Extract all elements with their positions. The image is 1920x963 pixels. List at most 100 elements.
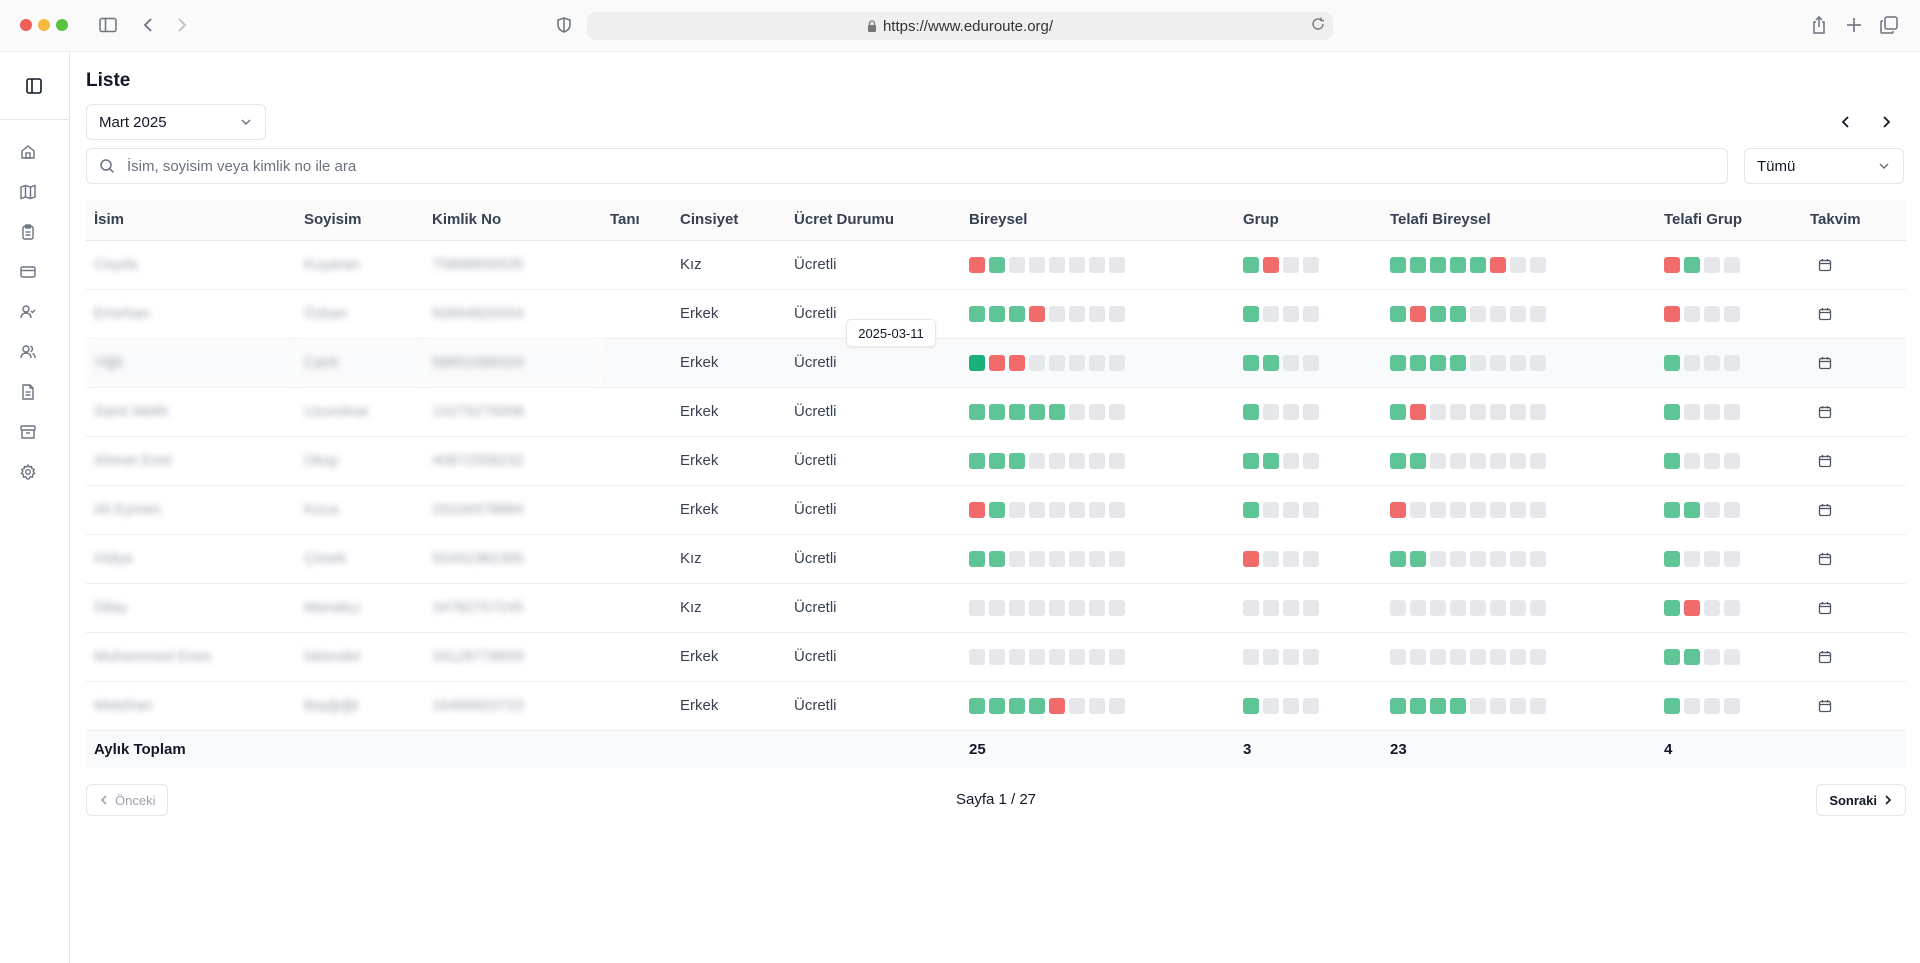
- session-empty[interactable]: [1109, 550, 1125, 567]
- next-month-icon[interactable]: [1876, 112, 1896, 132]
- session-attended[interactable]: [1263, 452, 1279, 469]
- session-empty[interactable]: [1510, 403, 1526, 420]
- session-empty[interactable]: [1029, 501, 1045, 518]
- session-attended[interactable]: [1664, 354, 1680, 371]
- session-absent[interactable]: [1243, 550, 1259, 567]
- session-empty[interactable]: [1109, 256, 1125, 273]
- col-id[interactable]: Kimlik No: [424, 200, 602, 241]
- session-attended[interactable]: [1243, 354, 1259, 371]
- session-empty[interactable]: [1490, 501, 1506, 518]
- session-absent[interactable]: [1390, 501, 1406, 518]
- calendar-icon[interactable]: [1810, 699, 1906, 713]
- session-empty[interactable]: [1263, 648, 1279, 665]
- session-empty[interactable]: [1470, 599, 1486, 616]
- session-empty[interactable]: [989, 648, 1005, 665]
- table-row[interactable]: Metehan Bayğığit 16466653723 Erkek Ücretli: [86, 681, 1906, 731]
- session-empty[interactable]: [1724, 599, 1740, 616]
- col-fee[interactable]: Ücret Durumu: [786, 200, 961, 241]
- session-attended[interactable]: [1430, 256, 1446, 273]
- table-row[interactable]: Ceyda Kuşaran 75868659535 Kız Ücretli: [86, 240, 1906, 290]
- session-empty[interactable]: [1684, 697, 1700, 714]
- session-empty[interactable]: [1303, 354, 1319, 371]
- session-attended[interactable]: [1664, 550, 1680, 567]
- session-attended[interactable]: [1410, 256, 1426, 273]
- session-empty[interactable]: [1704, 550, 1720, 567]
- session-empty[interactable]: [1510, 501, 1526, 518]
- session-empty[interactable]: [1510, 648, 1526, 665]
- session-empty[interactable]: [1490, 550, 1506, 567]
- session-attended[interactable]: [1450, 354, 1466, 371]
- session-attended[interactable]: [1410, 354, 1426, 371]
- session-empty[interactable]: [1684, 305, 1700, 322]
- session-empty[interactable]: [1410, 501, 1426, 518]
- address-bar[interactable]: https://www.eduroute.org/: [587, 12, 1333, 40]
- session-attended[interactable]: [969, 697, 985, 714]
- session-absent[interactable]: [1410, 305, 1426, 322]
- calendar-icon[interactable]: [1810, 454, 1906, 468]
- session-empty[interactable]: [1490, 354, 1506, 371]
- session-attended[interactable]: [1410, 550, 1426, 567]
- table-row[interactable]: Dilay Manakçı 34782757245 Kız Ücretli: [86, 583, 1906, 633]
- session-attended[interactable]: [1243, 501, 1259, 518]
- session-absent[interactable]: [1029, 305, 1045, 322]
- session-attended[interactable]: [1470, 256, 1486, 273]
- session-attended[interactable]: [989, 305, 1005, 322]
- session-empty[interactable]: [1009, 648, 1025, 665]
- session-attended[interactable]: [1684, 648, 1700, 665]
- session-empty[interactable]: [1450, 403, 1466, 420]
- session-empty[interactable]: [1724, 452, 1740, 469]
- session-empty[interactable]: [1450, 501, 1466, 518]
- session-empty[interactable]: [1724, 256, 1740, 273]
- session-empty[interactable]: [1430, 599, 1446, 616]
- session-empty[interactable]: [1069, 403, 1085, 420]
- session-empty[interactable]: [1724, 550, 1740, 567]
- session-empty[interactable]: [1283, 501, 1299, 518]
- session-attended[interactable]: [1029, 697, 1045, 714]
- close-window-button[interactable]: [20, 19, 32, 31]
- session-empty[interactable]: [1049, 550, 1065, 567]
- session-empty[interactable]: [1109, 354, 1125, 371]
- session-attended[interactable]: [1450, 256, 1466, 273]
- reload-icon[interactable]: [1311, 17, 1325, 31]
- session-absent[interactable]: [1664, 305, 1680, 322]
- session-attended[interactable]: [1450, 305, 1466, 322]
- session-empty[interactable]: [1069, 354, 1085, 371]
- session-attended[interactable]: [1009, 697, 1025, 714]
- session-attended[interactable]: [1664, 697, 1680, 714]
- session-empty[interactable]: [1089, 550, 1105, 567]
- session-attended[interactable]: [969, 305, 985, 322]
- month-select[interactable]: Mart 2025: [86, 104, 266, 140]
- session-empty[interactable]: [1263, 403, 1279, 420]
- session-attended[interactable]: [1684, 256, 1700, 273]
- filter-select[interactable]: Tümü: [1744, 148, 1904, 184]
- session-empty[interactable]: [1303, 599, 1319, 616]
- session-empty[interactable]: [1490, 599, 1506, 616]
- zoom-window-button[interactable]: [56, 19, 68, 31]
- session-attended[interactable]: [1390, 452, 1406, 469]
- session-empty[interactable]: [1530, 501, 1546, 518]
- credit-card-icon[interactable]: [16, 260, 40, 284]
- session-empty[interactable]: [1029, 452, 1045, 469]
- session-empty[interactable]: [1530, 648, 1546, 665]
- session-empty[interactable]: [1430, 403, 1446, 420]
- session-empty[interactable]: [1089, 452, 1105, 469]
- session-empty[interactable]: [1450, 550, 1466, 567]
- session-absent[interactable]: [969, 501, 985, 518]
- session-empty[interactable]: [1009, 256, 1025, 273]
- new-tab-icon[interactable]: [1841, 12, 1867, 38]
- calendar-icon[interactable]: [1810, 405, 1906, 419]
- session-empty[interactable]: [1283, 599, 1299, 616]
- col-makeup-group[interactable]: Telafi Grup: [1656, 200, 1802, 241]
- table-row[interactable]: Yiğit Canlı 58651589324 Erkek Ücretli: [86, 338, 1906, 388]
- session-empty[interactable]: [1089, 403, 1105, 420]
- session-empty[interactable]: [1283, 403, 1299, 420]
- session-empty[interactable]: [1704, 501, 1720, 518]
- shield-icon[interactable]: [551, 12, 577, 38]
- session-empty[interactable]: [1069, 256, 1085, 273]
- session-empty[interactable]: [1470, 648, 1486, 665]
- session-attended[interactable]: [1664, 501, 1680, 518]
- session-empty[interactable]: [1049, 305, 1065, 322]
- session-active[interactable]: [969, 354, 985, 371]
- session-empty[interactable]: [1470, 452, 1486, 469]
- session-attended[interactable]: [1664, 452, 1680, 469]
